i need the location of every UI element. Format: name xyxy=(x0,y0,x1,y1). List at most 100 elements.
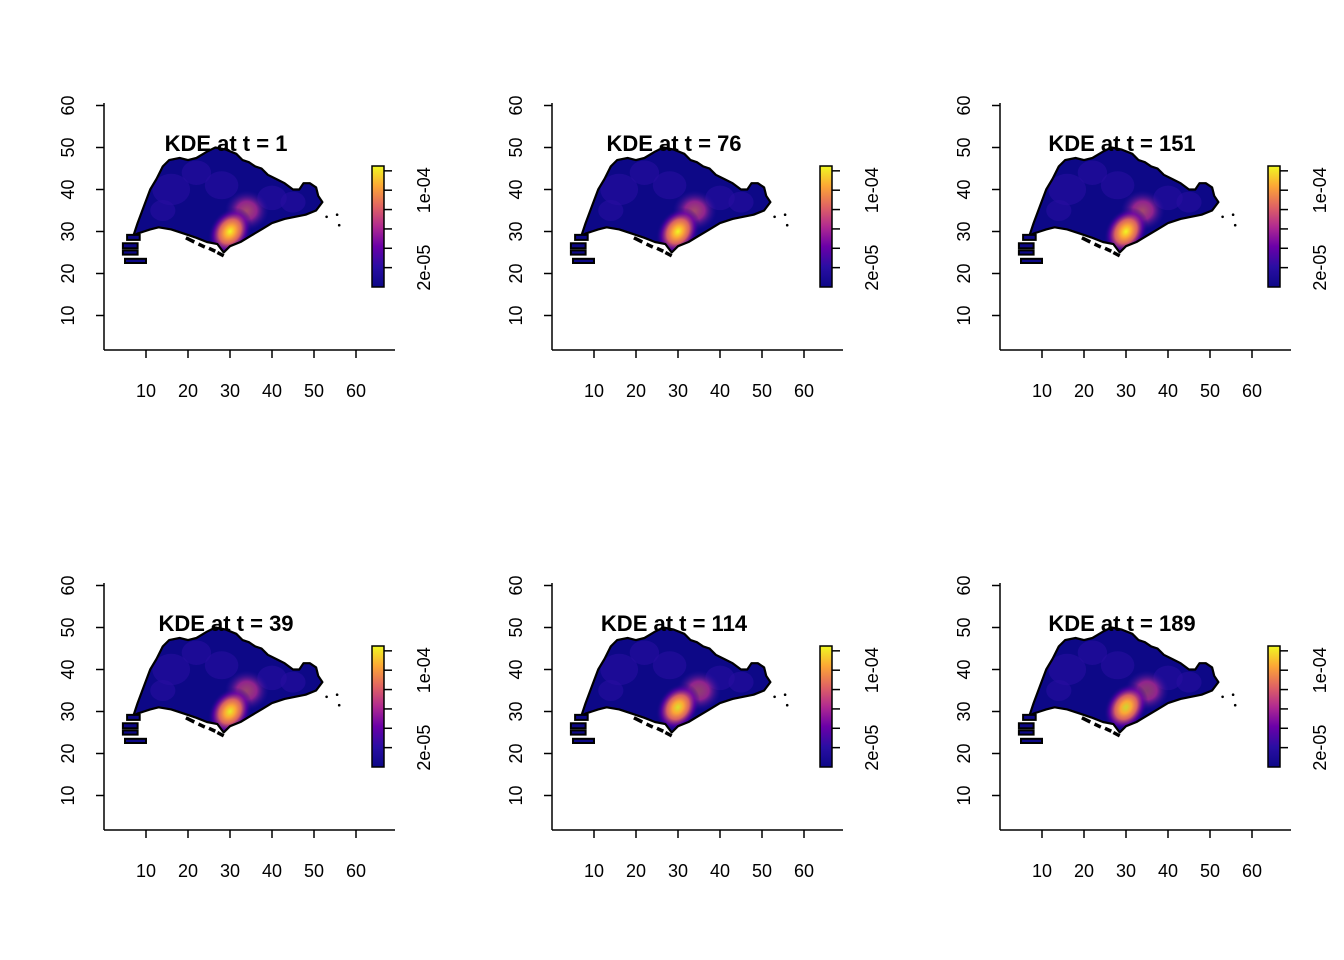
panel-title: KDE at t = 1 xyxy=(165,131,288,156)
y-tick-label: 20 xyxy=(506,263,526,283)
kde-surface xyxy=(1029,147,1219,253)
coastal-fragment xyxy=(1112,730,1121,738)
kde-panel: 10 20 30 40 50 60 10 20 30 40 50 60 KDE at t = 114 2e… xyxy=(506,575,882,881)
x-tick-label: 60 xyxy=(794,861,814,881)
coastal-fragment xyxy=(197,242,206,249)
x-tick-label: 60 xyxy=(346,861,366,881)
coastal-fragment xyxy=(208,726,217,733)
kde-peak-hotspot xyxy=(1103,683,1149,732)
y-tick-label: 40 xyxy=(58,179,78,199)
island-dot xyxy=(335,213,339,216)
map-outline xyxy=(1028,626,1220,734)
island-dot xyxy=(1221,695,1224,699)
island-fragment xyxy=(121,722,139,730)
island-fragment xyxy=(1022,713,1037,721)
island-dot xyxy=(1231,693,1235,696)
x-tick-label: 20 xyxy=(178,861,198,881)
y-tick-label: 40 xyxy=(58,659,78,679)
y-tick-label: 10 xyxy=(58,785,78,805)
map-outline xyxy=(580,626,772,734)
x-tick-label: 40 xyxy=(262,381,282,401)
x-tick-label: 40 xyxy=(710,381,730,401)
x-tick-label: 20 xyxy=(178,381,198,401)
kde-panel: 10 20 30 40 50 60 10 20 30 40 50 60 KDE at t = 189 2e… xyxy=(954,575,1330,881)
coastal-fragment xyxy=(1112,250,1121,258)
y-tick-label: 50 xyxy=(506,137,526,157)
island-fragment xyxy=(1020,737,1043,744)
x-tick-label: 20 xyxy=(1074,381,1094,401)
y-tick-label: 50 xyxy=(506,617,526,637)
x-tick-label: 10 xyxy=(136,861,156,881)
x-tick-label: 10 xyxy=(1032,381,1052,401)
legend-colorbar xyxy=(1267,645,1281,768)
panel-title: KDE at t = 151 xyxy=(1048,131,1195,156)
x-tick-label: 50 xyxy=(752,861,772,881)
x-tick-label: 20 xyxy=(626,381,646,401)
x-tick-label: 10 xyxy=(584,861,604,881)
island-fragment xyxy=(1017,242,1035,250)
y-tick-label: 60 xyxy=(58,95,78,115)
island-dot xyxy=(337,703,341,707)
coastal-fragment xyxy=(633,236,644,244)
legend-colorbar xyxy=(819,645,833,768)
x-tick-label: 40 xyxy=(1158,381,1178,401)
island-dot xyxy=(335,693,339,696)
coastal-fragment xyxy=(656,246,665,253)
y-tick-label: 60 xyxy=(954,575,974,595)
panel-title: KDE at t = 76 xyxy=(606,131,741,156)
coastal-fragment xyxy=(1081,716,1092,724)
y-tick-label: 20 xyxy=(954,743,974,763)
y-tick-label: 20 xyxy=(506,743,526,763)
x-tick-label: 40 xyxy=(710,861,730,881)
y-tick-label: 50 xyxy=(58,137,78,157)
coastal-fragment xyxy=(1104,246,1113,253)
island-fragment xyxy=(572,737,595,744)
legend-tick-label: 1e-04 xyxy=(1310,167,1330,213)
legend-tick-label: 1e-04 xyxy=(862,167,882,213)
kde-surface xyxy=(1029,627,1219,733)
x-tick-label: 60 xyxy=(794,381,814,401)
y-tick-label: 20 xyxy=(58,743,78,763)
x-tick-label: 30 xyxy=(1116,861,1136,881)
y-tick-label: 40 xyxy=(954,659,974,679)
x-tick-label: 50 xyxy=(1200,381,1220,401)
island-dot xyxy=(773,695,776,699)
y-tick-label: 30 xyxy=(58,701,78,721)
y-tick-label: 10 xyxy=(954,305,974,325)
island-fragment xyxy=(1022,233,1037,241)
coastal-fragment xyxy=(1093,722,1102,729)
y-tick-label: 50 xyxy=(58,617,78,637)
y-tick-label: 10 xyxy=(58,305,78,325)
y-tick-label: 50 xyxy=(954,617,974,637)
island-dot xyxy=(337,223,341,227)
island-dot xyxy=(325,215,328,219)
island-fragment xyxy=(569,249,587,256)
coastal-fragment xyxy=(664,250,673,258)
island-fragment xyxy=(574,233,589,241)
coastal-fragment xyxy=(185,716,196,724)
island-dot xyxy=(785,223,789,227)
island-fragment xyxy=(121,729,139,736)
legend-tick-label: 1e-04 xyxy=(414,647,434,693)
kde-panel: 10 20 30 40 50 60 10 20 30 40 50 60 KDE at t = 1 2e-0… xyxy=(58,95,434,401)
legend-tick-label: 2e-05 xyxy=(862,725,882,771)
y-tick-label: 60 xyxy=(506,575,526,595)
x-tick-label: 50 xyxy=(304,861,324,881)
kde-peak-hotspot xyxy=(655,683,701,732)
panel-title: KDE at t = 39 xyxy=(158,611,293,636)
x-tick-label: 50 xyxy=(752,381,772,401)
kde-panel: 10 20 30 40 50 60 10 20 30 40 50 60 KDE at t = 76 2e-… xyxy=(506,95,882,401)
island-fragment xyxy=(124,257,147,264)
map-outline xyxy=(1028,146,1220,254)
legend-tick-label: 2e-05 xyxy=(1310,245,1330,291)
kde-surface xyxy=(133,147,323,253)
legend-colorbar xyxy=(371,165,385,288)
x-tick-label: 50 xyxy=(304,381,324,401)
legend-tick-label: 2e-05 xyxy=(862,245,882,291)
island-fragment xyxy=(121,242,139,250)
x-tick-label: 30 xyxy=(668,861,688,881)
x-tick-label: 10 xyxy=(136,381,156,401)
island-fragment xyxy=(124,737,147,744)
x-tick-label: 60 xyxy=(346,381,366,401)
legend-tick-label: 1e-04 xyxy=(1310,647,1330,693)
